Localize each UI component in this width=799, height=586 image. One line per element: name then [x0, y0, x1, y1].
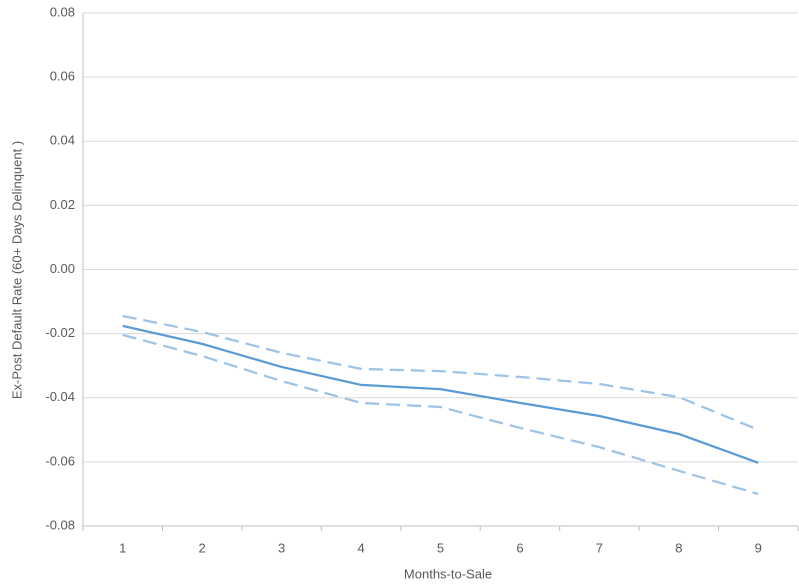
- y-tick-label: -0.02: [45, 325, 75, 340]
- y-tick-label: 0.06: [50, 69, 75, 84]
- x-tick-label: 1: [119, 540, 126, 555]
- x-tick-label: 8: [675, 540, 682, 555]
- y-tick-label: -0.06: [45, 453, 75, 468]
- line: [122, 324, 759, 464]
- line: [122, 314, 759, 431]
- y-tick-label: 0.00: [50, 261, 75, 276]
- x-tick-label: 6: [516, 540, 523, 555]
- x-tick-label: 7: [596, 540, 603, 555]
- y-tick-label: 0.02: [50, 197, 75, 212]
- y-tick-label: 0.04: [50, 133, 75, 148]
- x-tick-label: 2: [199, 540, 206, 555]
- x-tick-label: 4: [357, 540, 364, 555]
- x-tick-label: 9: [755, 540, 762, 555]
- y-tick-label: -0.08: [45, 517, 75, 532]
- y-tick-label: 0.08: [50, 4, 75, 19]
- x-tick-label: 3: [278, 540, 285, 555]
- x-tick-label: 5: [437, 540, 444, 555]
- x-axis-label: Months-to-Sale: [404, 566, 492, 581]
- y-tick-label: -0.04: [45, 389, 75, 404]
- y-axis-label: Ex-Post Default Rate (60+ Days Delinquen…: [9, 141, 24, 399]
- line: [122, 333, 759, 496]
